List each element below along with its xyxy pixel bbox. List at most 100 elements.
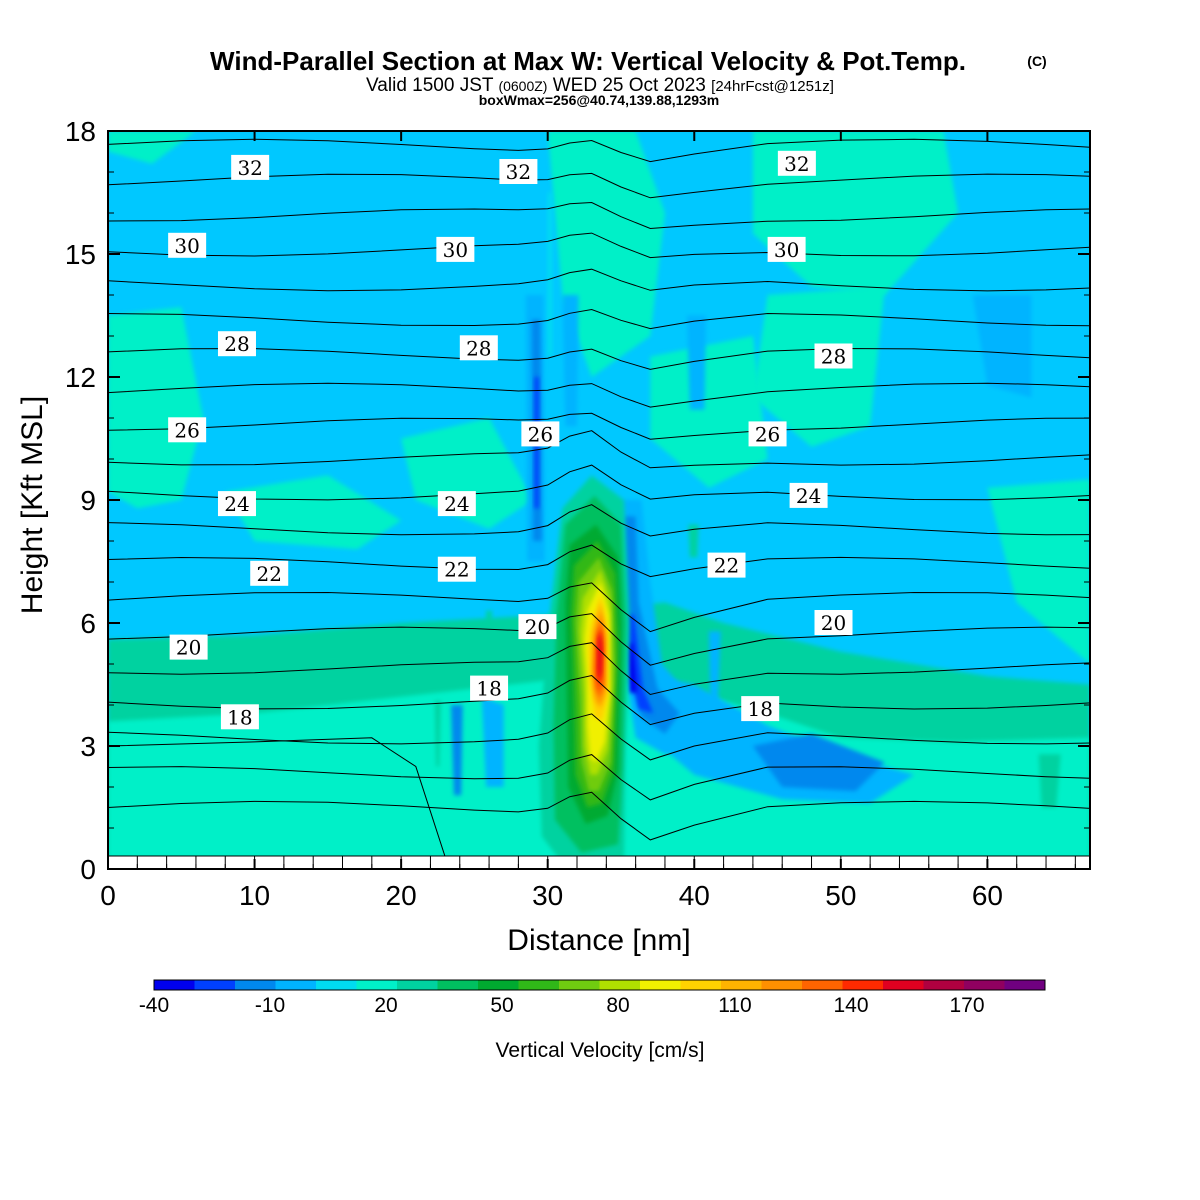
contour-label: 26	[174, 418, 199, 442]
y-tick-label: 12	[65, 362, 96, 393]
contour-label-box	[217, 491, 256, 517]
contour-label: 18	[227, 705, 252, 729]
contour-label: 30	[774, 238, 799, 262]
theta-contour-line	[108, 138, 1090, 163]
y-tick-label: 3	[80, 731, 96, 762]
subtitle-valid: Valid 1500 JST	[366, 75, 494, 96]
colorbar-swatch	[802, 980, 843, 990]
contour-label: 20	[525, 615, 550, 639]
colorbar-swatch	[923, 980, 965, 990]
velocity-region	[547, 192, 553, 357]
x-tick-label: 50	[825, 880, 856, 911]
contour-label: 32	[237, 156, 262, 180]
colorbar-swatch	[154, 980, 195, 990]
velocity-region	[225, 475, 402, 550]
contour-label: 20	[821, 611, 846, 635]
contour-label: 28	[466, 336, 491, 360]
contour-label-box	[789, 482, 828, 508]
x-axis-label: Distance [nm]	[507, 924, 690, 957]
contour-label-box	[231, 154, 270, 180]
chart-title: Wind-Parallel Section at Max W: Vertical…	[210, 46, 966, 76]
colorbar-label: Vertical Velocity [cm/s]	[496, 1039, 705, 1062]
y-tick-label: 18	[65, 116, 96, 147]
contour-label-box	[437, 556, 476, 582]
colorbar-swatch	[235, 980, 276, 990]
theta-contour-line	[108, 754, 1090, 801]
velocity-region	[108, 307, 204, 509]
contour-label-box	[470, 675, 509, 701]
contour-label-box	[499, 159, 538, 184]
contour-label: 18	[747, 697, 772, 721]
colorbar: -40 -10 20 50 80 110 140 170	[139, 979, 1046, 1017]
colorbar-tick-label: -10	[255, 994, 285, 1017]
colorbar-swatch	[721, 980, 762, 990]
contour-label-box	[168, 417, 207, 443]
y-axis-label: Height [Kft MSL]	[16, 396, 49, 614]
contour-label-box	[217, 331, 256, 357]
colorbar-swatch	[275, 980, 317, 990]
colorbar-swatch	[680, 980, 722, 990]
theta-contour-line	[108, 674, 1090, 726]
theta-contour-line	[108, 791, 1090, 841]
y-tick-label: 0	[80, 854, 96, 885]
theta-contour-line	[108, 464, 1090, 501]
theta-contour-line	[108, 308, 1090, 330]
theta-contour-line	[108, 713, 1090, 761]
copyright-mark: (C)	[1027, 53, 1046, 69]
contour-label-box	[814, 343, 853, 369]
velocity-region	[597, 631, 602, 681]
theta-contour-line	[108, 172, 1090, 199]
colorbar-tick-label: -40	[139, 994, 169, 1017]
colorbar-swatch	[397, 980, 438, 990]
contour-label-box	[521, 421, 560, 447]
x-tick-label: 10	[239, 880, 270, 911]
contour-label: 20	[176, 636, 201, 660]
contour-label: 30	[174, 234, 199, 258]
contour-label-box	[437, 491, 476, 517]
contour-label-box	[748, 421, 787, 447]
contour-label: 28	[821, 345, 846, 369]
velocity-region	[481, 696, 504, 787]
x-tick-label: 60	[972, 880, 1003, 911]
velocity-region	[451, 705, 463, 796]
theta-contour-line	[108, 430, 1090, 469]
contour-label: 32	[506, 160, 531, 184]
colorbar-swatch	[194, 980, 236, 990]
colorbar-swatch	[518, 980, 560, 990]
subtitle-fcst: [24hrFcst@1251z]	[711, 78, 834, 95]
axes: 0 10 20 30 40 50 60 0 3 6 9 12 15 18	[65, 116, 1090, 911]
colorbar-swatch	[478, 980, 519, 990]
velocity-region	[108, 131, 196, 164]
theta-contour-line	[108, 412, 1090, 440]
colorbar-tick-label: 80	[606, 994, 629, 1017]
y-tick-label: 15	[65, 239, 96, 270]
x-tick-label: 30	[532, 880, 563, 911]
velocity-region	[650, 336, 768, 488]
colorbar-tick-label: 170	[949, 994, 984, 1017]
colorbar-swatch	[316, 980, 357, 990]
colorbar-swatch	[1004, 980, 1046, 990]
contour-label: 22	[256, 562, 281, 586]
contour-label: 22	[714, 554, 739, 578]
theta-contour-line	[108, 201, 1090, 230]
colorbar-swatch	[599, 980, 641, 990]
colorbar-swatch	[761, 980, 803, 990]
colorbar-swatch	[842, 980, 884, 990]
theta-contour-line	[108, 382, 1090, 408]
theta-contour-line	[108, 613, 1090, 666]
colorbar-tick-label: 110	[718, 994, 751, 1017]
theta-contour-line	[108, 232, 1090, 259]
contour-label-box	[168, 232, 207, 258]
x-tick-label: 0	[100, 880, 116, 911]
contour-label-box	[814, 610, 853, 635]
colorbar-tick-label: 140	[833, 994, 868, 1017]
contour-label-box	[707, 552, 746, 578]
theta-contour-line	[108, 737, 446, 857]
colorbar-swatch	[437, 980, 479, 990]
velocity-region	[401, 418, 533, 529]
contour-label-box	[220, 704, 259, 730]
contour-label: 26	[528, 422, 553, 446]
velocity-region	[626, 614, 654, 714]
x-tick-label: 40	[679, 880, 710, 911]
contour-label-box	[777, 150, 816, 176]
